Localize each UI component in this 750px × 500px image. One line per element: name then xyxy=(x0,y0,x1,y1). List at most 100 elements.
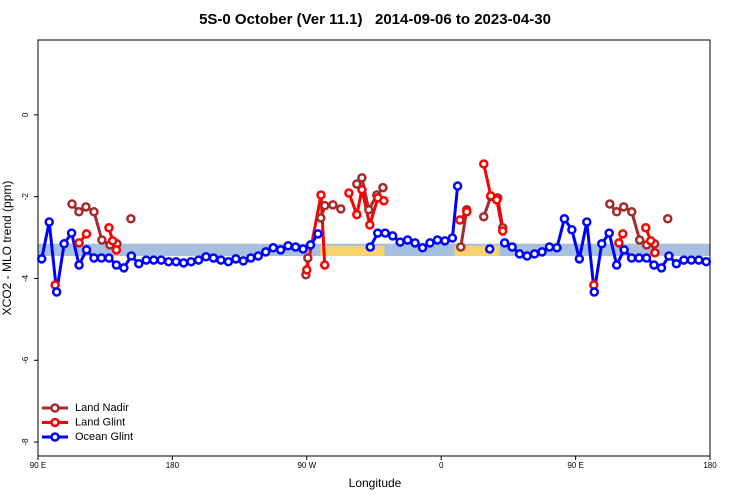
data-point xyxy=(447,233,458,243)
data-point xyxy=(313,229,323,239)
data-point xyxy=(387,231,398,241)
data-point xyxy=(614,238,624,248)
data-point xyxy=(268,243,278,253)
data-point xyxy=(89,207,99,217)
data-point xyxy=(59,238,69,249)
data-point xyxy=(163,256,174,267)
data-point xyxy=(484,244,495,254)
data-point xyxy=(372,228,383,238)
data-point xyxy=(107,236,118,246)
data-point xyxy=(497,226,508,236)
data-point xyxy=(589,287,600,297)
data-point xyxy=(452,181,463,191)
data-point xyxy=(425,238,435,248)
data-point xyxy=(701,256,712,267)
data-point xyxy=(365,220,375,230)
data-point xyxy=(596,238,607,249)
data-point xyxy=(81,245,92,255)
data-point xyxy=(126,251,137,261)
x-tick-label: 90 E xyxy=(567,461,583,470)
x-tick-label: 90 E xyxy=(30,461,46,470)
data-point xyxy=(380,228,390,238)
data-point xyxy=(74,260,84,270)
data-point xyxy=(604,228,614,238)
data-point xyxy=(486,191,496,201)
y-tick-label: -8 xyxy=(21,438,30,446)
y-tick-label: -2 xyxy=(21,193,30,201)
data-point xyxy=(410,238,420,248)
data-point xyxy=(238,256,249,266)
x-tick-label: 180 xyxy=(703,461,717,470)
data-point xyxy=(316,190,326,200)
x-tick-label: 90 W xyxy=(297,461,316,470)
data-point xyxy=(36,254,47,264)
data-point xyxy=(319,260,330,270)
data-point xyxy=(141,255,152,265)
data-point xyxy=(171,256,181,267)
data-point xyxy=(305,240,316,250)
data-point xyxy=(148,255,159,265)
data-point xyxy=(626,253,637,263)
data-point xyxy=(81,202,91,212)
data-point xyxy=(316,213,326,223)
x-tick-label: 180 xyxy=(166,461,180,470)
y-tick-label: -6 xyxy=(21,356,30,364)
data-point xyxy=(559,214,570,224)
data-point xyxy=(456,242,466,252)
data-point xyxy=(104,253,114,263)
data-point xyxy=(626,207,637,217)
legend-marker xyxy=(50,417,60,428)
data-point xyxy=(650,247,660,258)
data-point xyxy=(461,207,472,217)
data-point xyxy=(582,217,592,227)
data-point xyxy=(44,217,54,227)
data-point xyxy=(634,253,644,263)
data-point xyxy=(104,223,114,233)
plot-frame xyxy=(37,39,711,457)
data-point xyxy=(662,214,673,224)
data-point xyxy=(260,247,271,257)
data-point xyxy=(320,200,330,211)
data-point xyxy=(201,252,211,262)
data-point xyxy=(74,207,84,217)
data-point xyxy=(671,258,682,269)
data-point xyxy=(522,251,532,261)
data-point xyxy=(193,255,204,265)
data-point xyxy=(328,200,338,210)
y-tick-label: 0 xyxy=(21,112,30,117)
data-point xyxy=(618,202,629,212)
band xyxy=(454,245,500,256)
data-point xyxy=(544,242,555,252)
data-point xyxy=(529,249,540,259)
data-point xyxy=(379,196,389,206)
data-point xyxy=(395,237,405,247)
data-point xyxy=(611,260,622,270)
data-point xyxy=(645,236,656,246)
data-point xyxy=(357,184,367,195)
data-point xyxy=(479,159,489,169)
data-point xyxy=(641,253,652,263)
data-point xyxy=(567,225,577,235)
legend-label: Ocean Glint xyxy=(75,431,133,443)
data-point xyxy=(223,256,234,267)
data-point xyxy=(352,209,362,220)
data-point xyxy=(514,249,525,259)
data-point xyxy=(686,255,697,265)
x-axis-label: Longitude xyxy=(349,476,402,490)
data-point xyxy=(134,258,144,269)
data-point xyxy=(290,242,301,252)
data-point xyxy=(649,260,659,270)
data-point xyxy=(208,253,219,263)
data-point xyxy=(74,238,84,248)
data-point xyxy=(619,245,629,255)
data-point xyxy=(246,253,256,263)
data-point xyxy=(455,215,465,225)
data-point xyxy=(656,263,667,273)
data-point xyxy=(119,263,129,273)
data-point xyxy=(283,241,293,251)
data-point xyxy=(440,236,450,246)
data-point xyxy=(694,255,704,265)
data-point xyxy=(126,214,136,224)
data-point xyxy=(186,256,196,267)
